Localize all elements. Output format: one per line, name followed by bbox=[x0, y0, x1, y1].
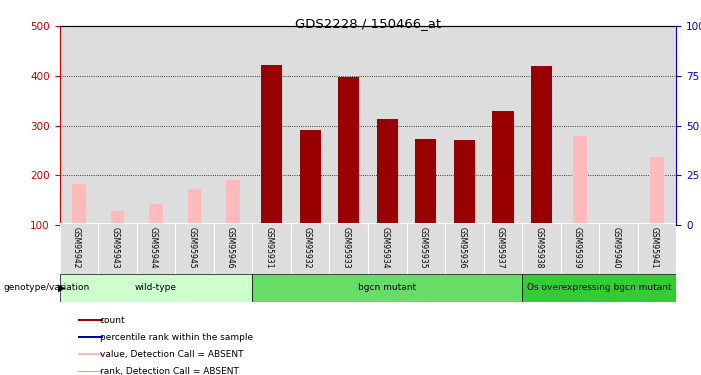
Bar bbox=[78, 319, 104, 321]
Bar bbox=[175, 26, 214, 225]
Text: GSM95935: GSM95935 bbox=[418, 226, 428, 268]
FancyBboxPatch shape bbox=[214, 223, 252, 274]
FancyBboxPatch shape bbox=[484, 223, 522, 274]
Bar bbox=[78, 370, 104, 372]
Text: bgcn mutant: bgcn mutant bbox=[358, 284, 416, 292]
Bar bbox=[651, 157, 664, 225]
Text: GSM95943: GSM95943 bbox=[110, 226, 119, 268]
FancyBboxPatch shape bbox=[599, 223, 638, 274]
FancyBboxPatch shape bbox=[445, 223, 484, 274]
Bar bbox=[72, 184, 86, 225]
Text: GSM95933: GSM95933 bbox=[341, 226, 350, 268]
Bar bbox=[78, 336, 104, 338]
Bar bbox=[188, 189, 201, 225]
Text: ▶: ▶ bbox=[57, 283, 65, 293]
Bar bbox=[214, 26, 252, 225]
Bar bbox=[149, 204, 163, 225]
Bar bbox=[445, 26, 484, 225]
Bar bbox=[407, 26, 445, 225]
Bar bbox=[376, 119, 398, 225]
Text: GSM95945: GSM95945 bbox=[187, 226, 196, 268]
Bar bbox=[368, 26, 407, 225]
Text: rank, Detection Call = ABSENT: rank, Detection Call = ABSENT bbox=[100, 367, 238, 375]
Bar bbox=[415, 139, 437, 225]
Text: GSM95936: GSM95936 bbox=[457, 226, 466, 268]
Bar bbox=[329, 26, 368, 225]
Text: GSM95941: GSM95941 bbox=[650, 226, 659, 268]
Bar bbox=[226, 180, 240, 225]
FancyBboxPatch shape bbox=[561, 223, 599, 274]
Bar bbox=[60, 26, 98, 225]
Text: GSM95942: GSM95942 bbox=[72, 226, 81, 268]
Text: Os overexpressing bgcn mutant: Os overexpressing bgcn mutant bbox=[527, 284, 672, 292]
Bar bbox=[252, 26, 291, 225]
Bar bbox=[98, 26, 137, 225]
Bar bbox=[573, 136, 587, 225]
Text: genotype/variation: genotype/variation bbox=[4, 284, 90, 292]
Text: GSM95931: GSM95931 bbox=[264, 226, 273, 268]
Text: GSM95937: GSM95937 bbox=[496, 226, 505, 268]
Bar bbox=[561, 26, 599, 225]
Bar bbox=[291, 26, 329, 225]
Bar bbox=[299, 130, 321, 225]
Bar bbox=[599, 26, 638, 225]
Text: GDS2228 / 150466_at: GDS2228 / 150466_at bbox=[295, 17, 441, 30]
FancyBboxPatch shape bbox=[175, 223, 214, 274]
Bar bbox=[522, 274, 676, 302]
Bar bbox=[454, 140, 475, 225]
Bar bbox=[492, 111, 514, 225]
Text: GSM95946: GSM95946 bbox=[226, 226, 235, 268]
Bar bbox=[60, 274, 252, 302]
FancyBboxPatch shape bbox=[137, 223, 175, 274]
Bar bbox=[261, 64, 283, 225]
Bar bbox=[137, 26, 175, 225]
Bar bbox=[531, 66, 552, 225]
Bar bbox=[638, 26, 676, 225]
Text: GSM95938: GSM95938 bbox=[534, 226, 543, 268]
FancyBboxPatch shape bbox=[291, 223, 329, 274]
Text: value, Detection Call = ABSENT: value, Detection Call = ABSENT bbox=[100, 350, 243, 359]
Bar bbox=[338, 77, 360, 225]
FancyBboxPatch shape bbox=[638, 223, 676, 274]
Bar bbox=[111, 211, 124, 225]
FancyBboxPatch shape bbox=[98, 223, 137, 274]
FancyBboxPatch shape bbox=[407, 223, 445, 274]
Text: percentile rank within the sample: percentile rank within the sample bbox=[100, 333, 253, 342]
FancyBboxPatch shape bbox=[60, 223, 98, 274]
Bar bbox=[484, 26, 522, 225]
Bar bbox=[522, 26, 561, 225]
FancyBboxPatch shape bbox=[329, 223, 368, 274]
Bar bbox=[252, 274, 522, 302]
FancyBboxPatch shape bbox=[252, 223, 291, 274]
Bar bbox=[78, 354, 104, 355]
Text: GSM95940: GSM95940 bbox=[611, 226, 620, 268]
Text: GSM95944: GSM95944 bbox=[149, 226, 158, 268]
FancyBboxPatch shape bbox=[368, 223, 407, 274]
Text: wild-type: wild-type bbox=[135, 284, 177, 292]
Text: count: count bbox=[100, 316, 125, 325]
Text: GSM95934: GSM95934 bbox=[380, 226, 389, 268]
FancyBboxPatch shape bbox=[522, 223, 561, 274]
Text: GSM95932: GSM95932 bbox=[303, 226, 312, 268]
Text: GSM95939: GSM95939 bbox=[573, 226, 582, 268]
